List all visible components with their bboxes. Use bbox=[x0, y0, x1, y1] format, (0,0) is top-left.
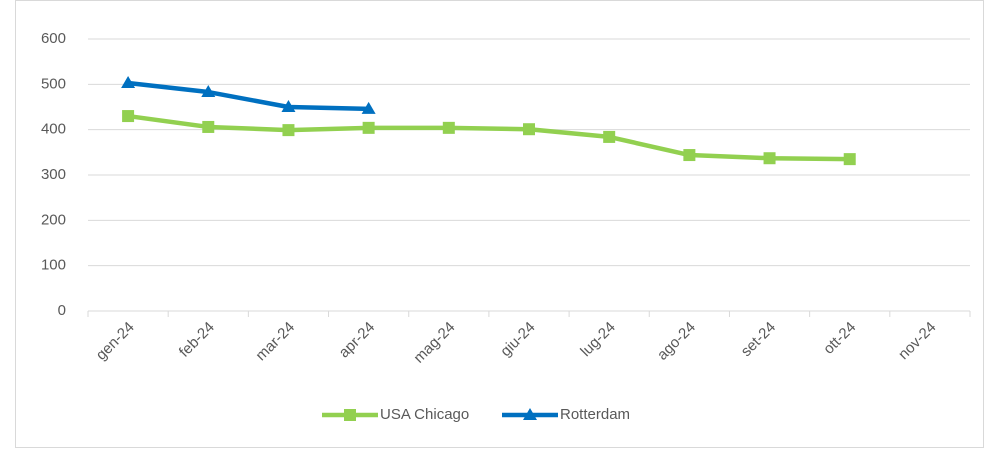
marker bbox=[523, 408, 537, 420]
marker bbox=[763, 152, 776, 165]
marker bbox=[843, 153, 856, 166]
x-tick-label: feb-24 bbox=[176, 319, 218, 361]
legend-label: USA Chicago bbox=[380, 406, 469, 423]
marker bbox=[344, 409, 356, 421]
marker bbox=[281, 100, 296, 112]
x-tick-label: nov-24 bbox=[895, 319, 939, 363]
y-tick-label: 0 bbox=[58, 302, 66, 319]
marker bbox=[201, 85, 216, 98]
y-tick-label: 600 bbox=[41, 30, 66, 47]
y-tick-label: 400 bbox=[41, 121, 66, 138]
legend-label: Rotterdam bbox=[560, 406, 630, 423]
x-tick-label: gen-24 bbox=[93, 319, 138, 364]
marker bbox=[122, 110, 135, 123]
series-line bbox=[127, 113, 850, 162]
series-line bbox=[127, 80, 369, 112]
x-tick-label: ott-24 bbox=[820, 319, 859, 358]
y-tick-label: 300 bbox=[41, 166, 66, 183]
chart-frame bbox=[15, 0, 984, 448]
x-tick-label: ago-24 bbox=[654, 319, 699, 364]
y-tick-label: 500 bbox=[41, 75, 66, 92]
x-tick-label: set-24 bbox=[738, 319, 780, 361]
marker bbox=[683, 149, 696, 162]
y-tick-label: 100 bbox=[41, 257, 66, 274]
marker bbox=[202, 120, 215, 133]
x-tick-label: mar-24 bbox=[252, 319, 298, 365]
y-tick-label: 200 bbox=[41, 211, 66, 228]
marker bbox=[603, 130, 616, 143]
marker bbox=[523, 123, 535, 136]
marker bbox=[362, 121, 375, 134]
marker bbox=[361, 101, 376, 114]
x-tick-label: mag-24 bbox=[410, 319, 458, 367]
x-tick-label: apr-24 bbox=[336, 319, 379, 362]
marker bbox=[442, 121, 455, 134]
x-tick-label: lug-24 bbox=[577, 319, 619, 361]
marker bbox=[282, 124, 295, 137]
marker bbox=[121, 75, 136, 88]
x-tick-label: giu-24 bbox=[497, 319, 539, 361]
